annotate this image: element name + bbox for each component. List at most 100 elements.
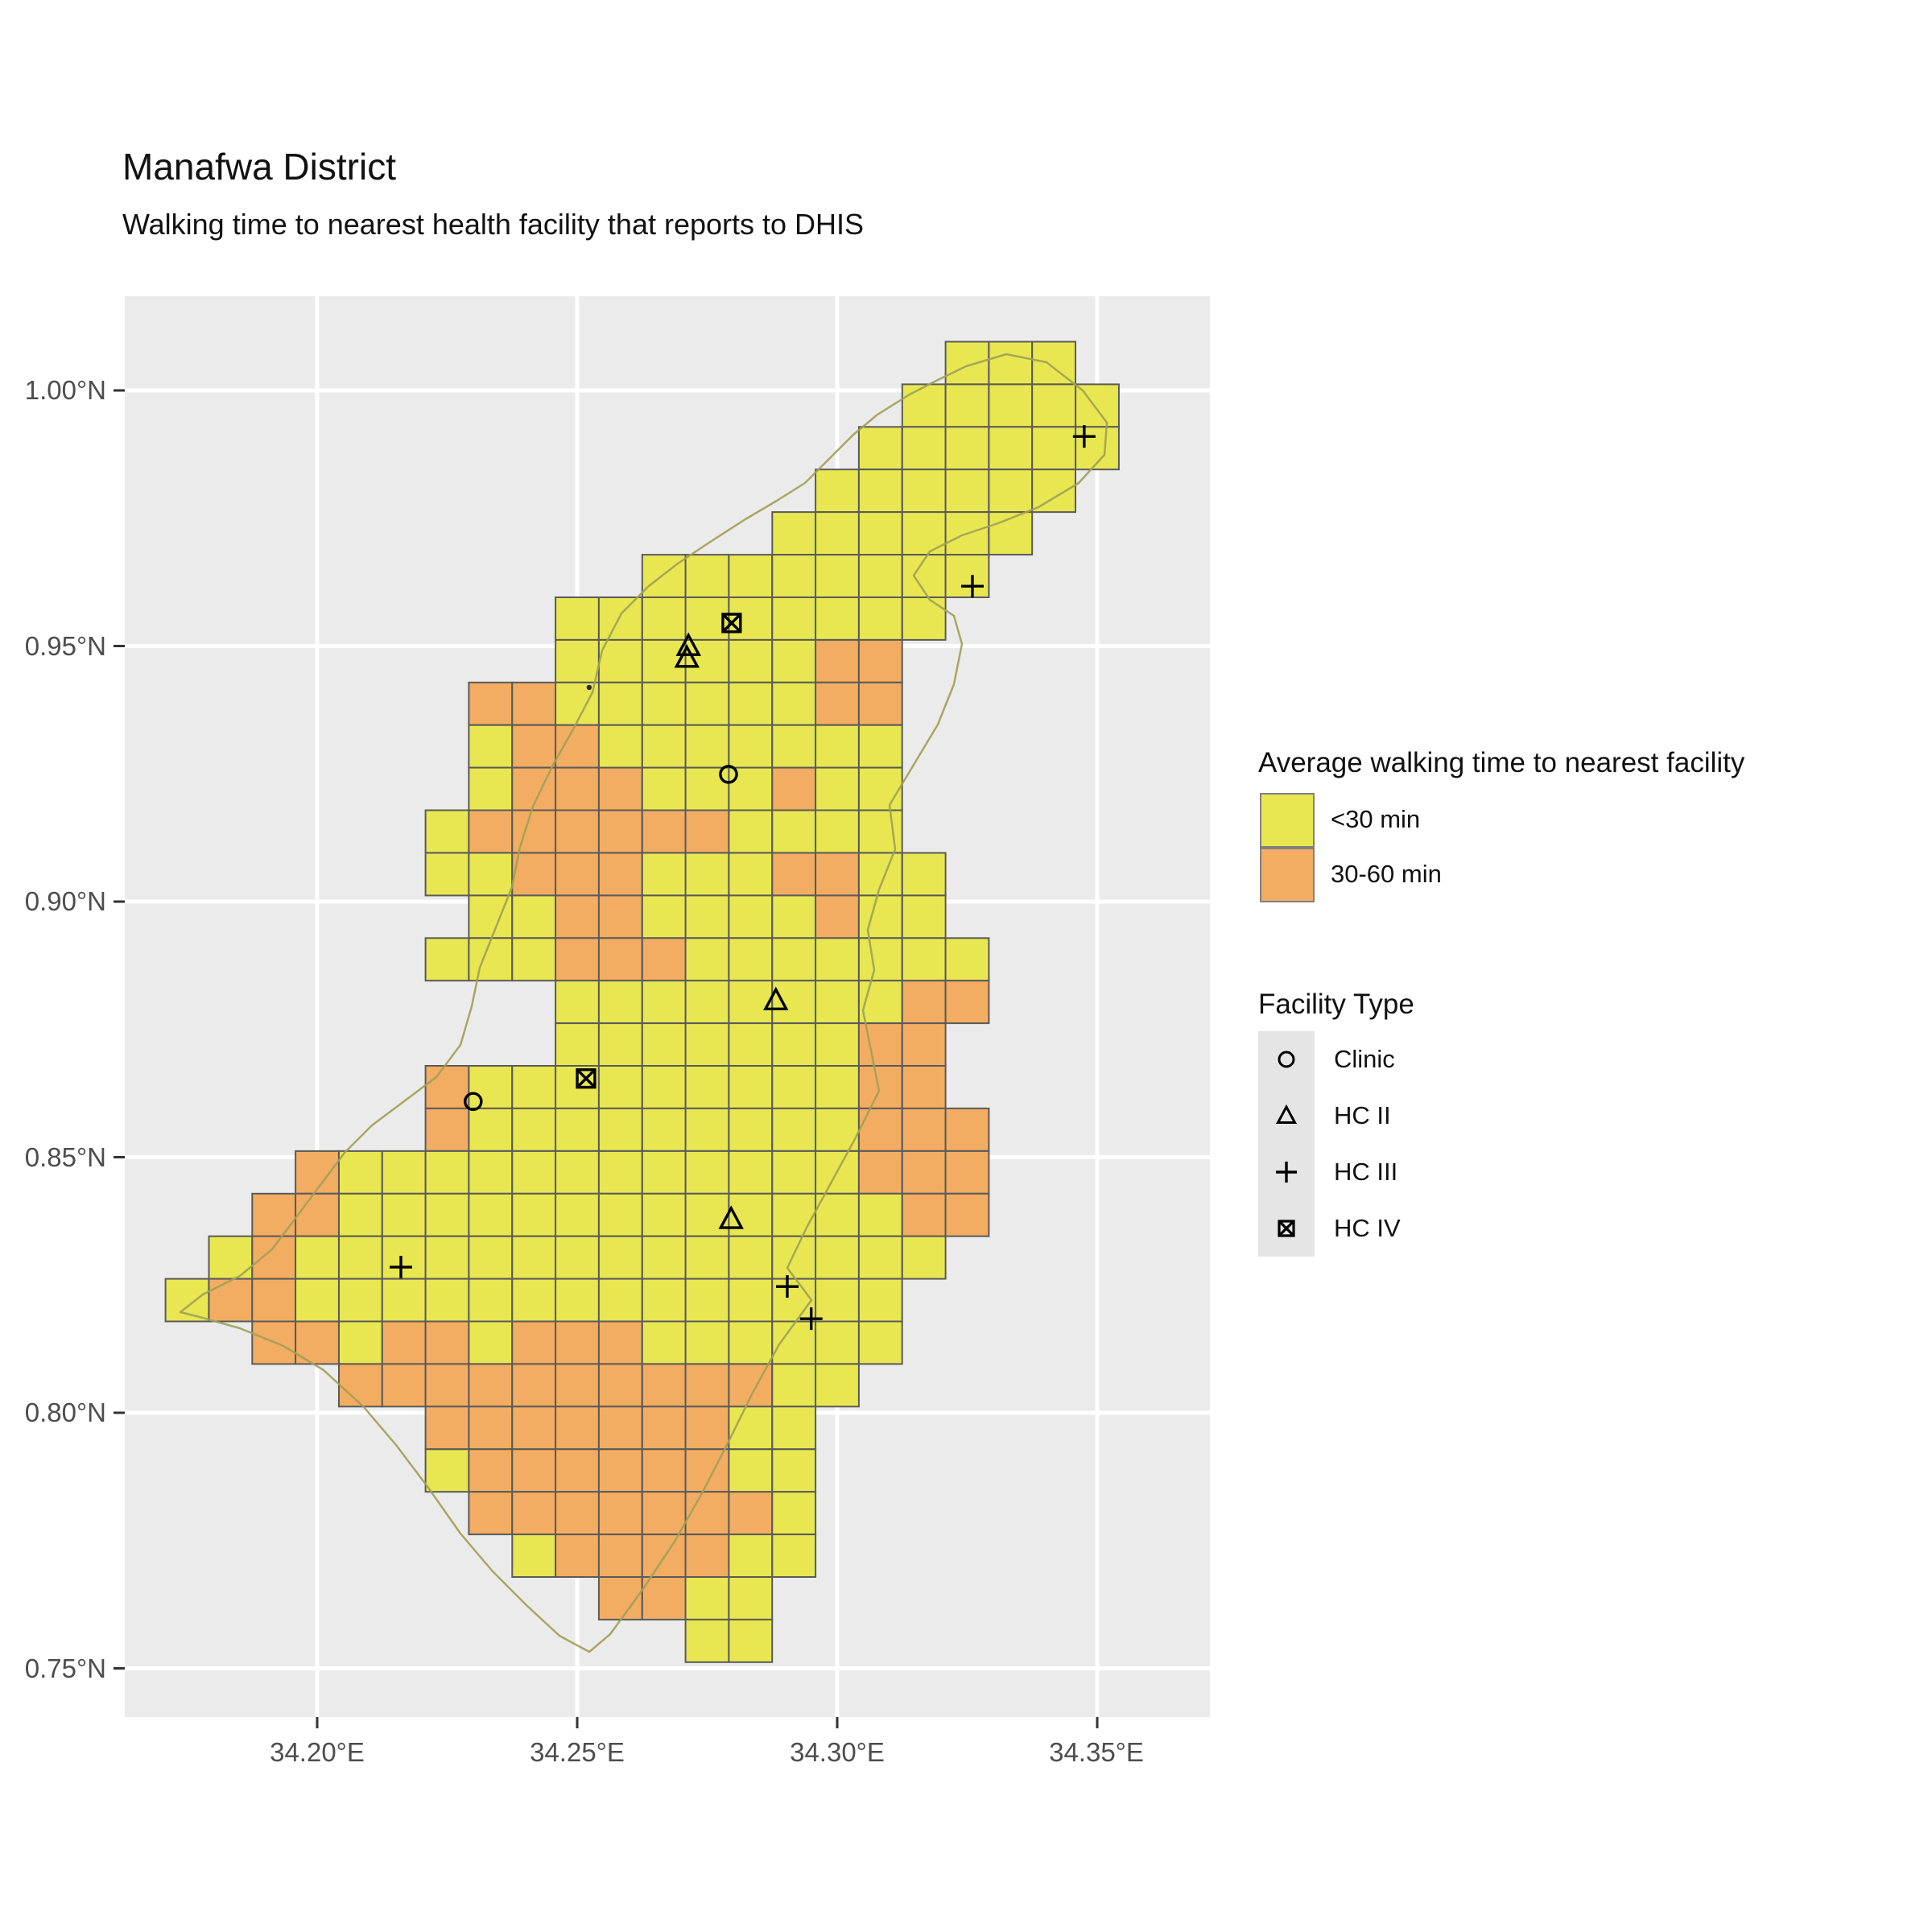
grid-cell xyxy=(684,1278,730,1323)
grid-cell xyxy=(1031,426,1076,471)
grid-cell xyxy=(728,554,774,598)
grid-cell xyxy=(684,1406,730,1451)
grid-cell xyxy=(815,1363,860,1408)
grid-cell xyxy=(424,809,470,854)
grid-cell xyxy=(338,1320,383,1365)
grid-cell xyxy=(815,554,860,598)
grid-cell xyxy=(338,1150,383,1195)
grid-cell xyxy=(944,1150,990,1195)
grid-cell xyxy=(555,766,600,811)
grid-cell xyxy=(901,597,947,641)
grid-cell xyxy=(815,937,860,982)
grid-cell xyxy=(641,1022,687,1067)
legend-swatch-lt30min xyxy=(1260,793,1315,848)
grid-cell xyxy=(728,681,774,726)
grid-cell xyxy=(295,1150,340,1195)
grid-cell xyxy=(555,1534,600,1578)
grid-cell xyxy=(684,681,730,726)
grid-cell xyxy=(641,809,687,854)
hc4-boxx-icon xyxy=(1278,1220,1295,1237)
grid-cell xyxy=(511,1320,557,1365)
grid-cell xyxy=(684,1107,730,1152)
grid-cell xyxy=(728,980,774,1025)
grid-cell xyxy=(597,1491,643,1536)
grid-cell xyxy=(468,852,514,897)
hc2-triangle-icon xyxy=(718,1205,744,1229)
grid-cell xyxy=(901,511,947,555)
grid-cell xyxy=(641,1107,687,1152)
grid-cell xyxy=(857,894,903,939)
page-subtitle: Walking time to nearest health facility … xyxy=(122,208,865,241)
grid-cell xyxy=(728,937,774,982)
grid-cell xyxy=(857,511,903,555)
grid-cell xyxy=(555,937,600,982)
grid-cell xyxy=(424,1320,470,1365)
grid-cell xyxy=(641,1448,687,1493)
grid-cell xyxy=(901,469,947,514)
grid-cell xyxy=(901,852,947,897)
grid-cell xyxy=(944,1107,990,1152)
grid-cell xyxy=(857,1107,903,1152)
grid-cell xyxy=(555,1363,600,1408)
grid-cell xyxy=(511,1065,557,1109)
grid-cell xyxy=(208,1278,254,1323)
facility-marker-point xyxy=(586,684,592,691)
y-tick-label: 0.80°N xyxy=(24,1397,106,1427)
grid-cell xyxy=(597,1065,643,1109)
grid-cell xyxy=(901,426,947,471)
grid-cell xyxy=(771,554,817,598)
grid-cell xyxy=(641,937,687,982)
grid-cell xyxy=(771,766,817,811)
grid-cell xyxy=(684,1150,730,1195)
legend-facility-title: Facility Type xyxy=(1258,989,1414,1020)
grid-cell xyxy=(511,1534,557,1578)
grid-cell xyxy=(684,1363,730,1408)
grid-cell xyxy=(728,1235,774,1280)
grid-cell xyxy=(597,766,643,811)
facility-marker-hcii xyxy=(675,632,701,656)
grid-cell xyxy=(641,554,687,598)
grid-cell xyxy=(684,1065,730,1109)
grid-cell xyxy=(857,469,903,514)
grid-cell xyxy=(728,1278,774,1323)
grid-cell xyxy=(381,1192,427,1237)
grid-cell xyxy=(684,894,730,939)
grid-cell xyxy=(424,1363,470,1408)
grid-cell xyxy=(251,1192,297,1237)
grid-cell xyxy=(857,1192,903,1237)
grid-cell xyxy=(295,1235,340,1280)
grid-cell xyxy=(597,724,643,769)
grid-cell xyxy=(555,1022,600,1067)
grid-cell xyxy=(641,1406,687,1451)
grid-cell xyxy=(857,1150,903,1195)
grid-cell xyxy=(424,1406,470,1451)
grid-cell xyxy=(381,1150,427,1195)
grid-cell xyxy=(597,937,643,982)
grid-cell xyxy=(597,894,643,939)
grid-cell xyxy=(511,1363,557,1408)
grid-cell xyxy=(597,597,643,641)
grid-cell xyxy=(771,1235,817,1280)
grid-cell xyxy=(641,1320,687,1365)
hc2-triangle-icon xyxy=(675,632,701,656)
grid-cell xyxy=(684,1576,730,1620)
grid-cell xyxy=(511,1491,557,1536)
grid-cell xyxy=(728,1534,774,1578)
grid-cell xyxy=(555,1192,600,1237)
grid-cell xyxy=(771,724,817,769)
grid-cell xyxy=(815,1235,860,1280)
grid-cell xyxy=(728,724,774,769)
grid-cell xyxy=(555,597,600,641)
legend-key-clinic xyxy=(1258,1031,1315,1088)
grid-cell xyxy=(641,1491,687,1536)
grid-cell xyxy=(468,724,514,769)
grid-cell xyxy=(468,1235,514,1280)
legend-facility-label: HC IV xyxy=(1334,1214,1401,1242)
grid-cell xyxy=(511,681,557,726)
hc3-plus-icon xyxy=(1276,1162,1297,1183)
grid-cell xyxy=(944,980,990,1025)
legend-facility-label: HC II xyxy=(1334,1101,1391,1129)
grid-cell xyxy=(597,1022,643,1067)
grid-cell xyxy=(555,980,600,1025)
grid-cell xyxy=(944,554,990,598)
